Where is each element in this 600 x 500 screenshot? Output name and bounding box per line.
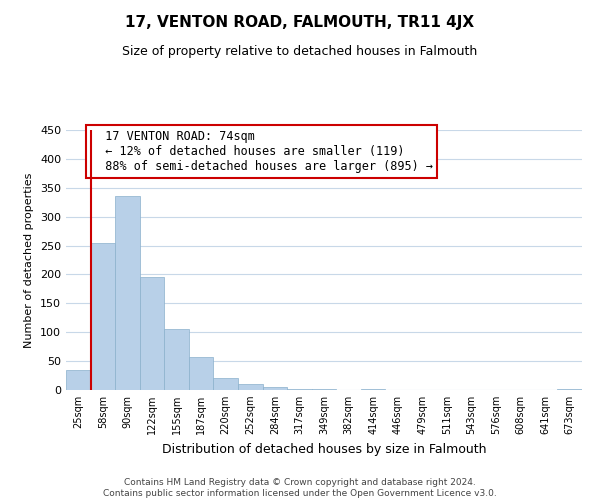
Text: Size of property relative to detached houses in Falmouth: Size of property relative to detached ho… xyxy=(122,45,478,58)
Bar xyxy=(557,389,582,390)
Bar xyxy=(189,357,214,390)
Text: 17, VENTON ROAD, FALMOUTH, TR11 4JX: 17, VENTON ROAD, FALMOUTH, TR11 4JX xyxy=(125,15,475,30)
Bar xyxy=(66,370,91,390)
Y-axis label: Number of detached properties: Number of detached properties xyxy=(25,172,34,348)
Bar xyxy=(91,242,115,390)
Bar xyxy=(287,389,312,390)
Bar xyxy=(263,387,287,390)
Bar xyxy=(238,384,263,390)
Text: Contains HM Land Registry data © Crown copyright and database right 2024.
Contai: Contains HM Land Registry data © Crown c… xyxy=(103,478,497,498)
Bar xyxy=(115,196,140,390)
Bar xyxy=(361,389,385,390)
Bar xyxy=(214,378,238,390)
X-axis label: Distribution of detached houses by size in Falmouth: Distribution of detached houses by size … xyxy=(162,442,486,456)
Text: 17 VENTON ROAD: 74sqm
  ← 12% of detached houses are smaller (119)
  88% of semi: 17 VENTON ROAD: 74sqm ← 12% of detached … xyxy=(91,130,433,173)
Bar xyxy=(140,277,164,390)
Bar xyxy=(164,329,189,390)
